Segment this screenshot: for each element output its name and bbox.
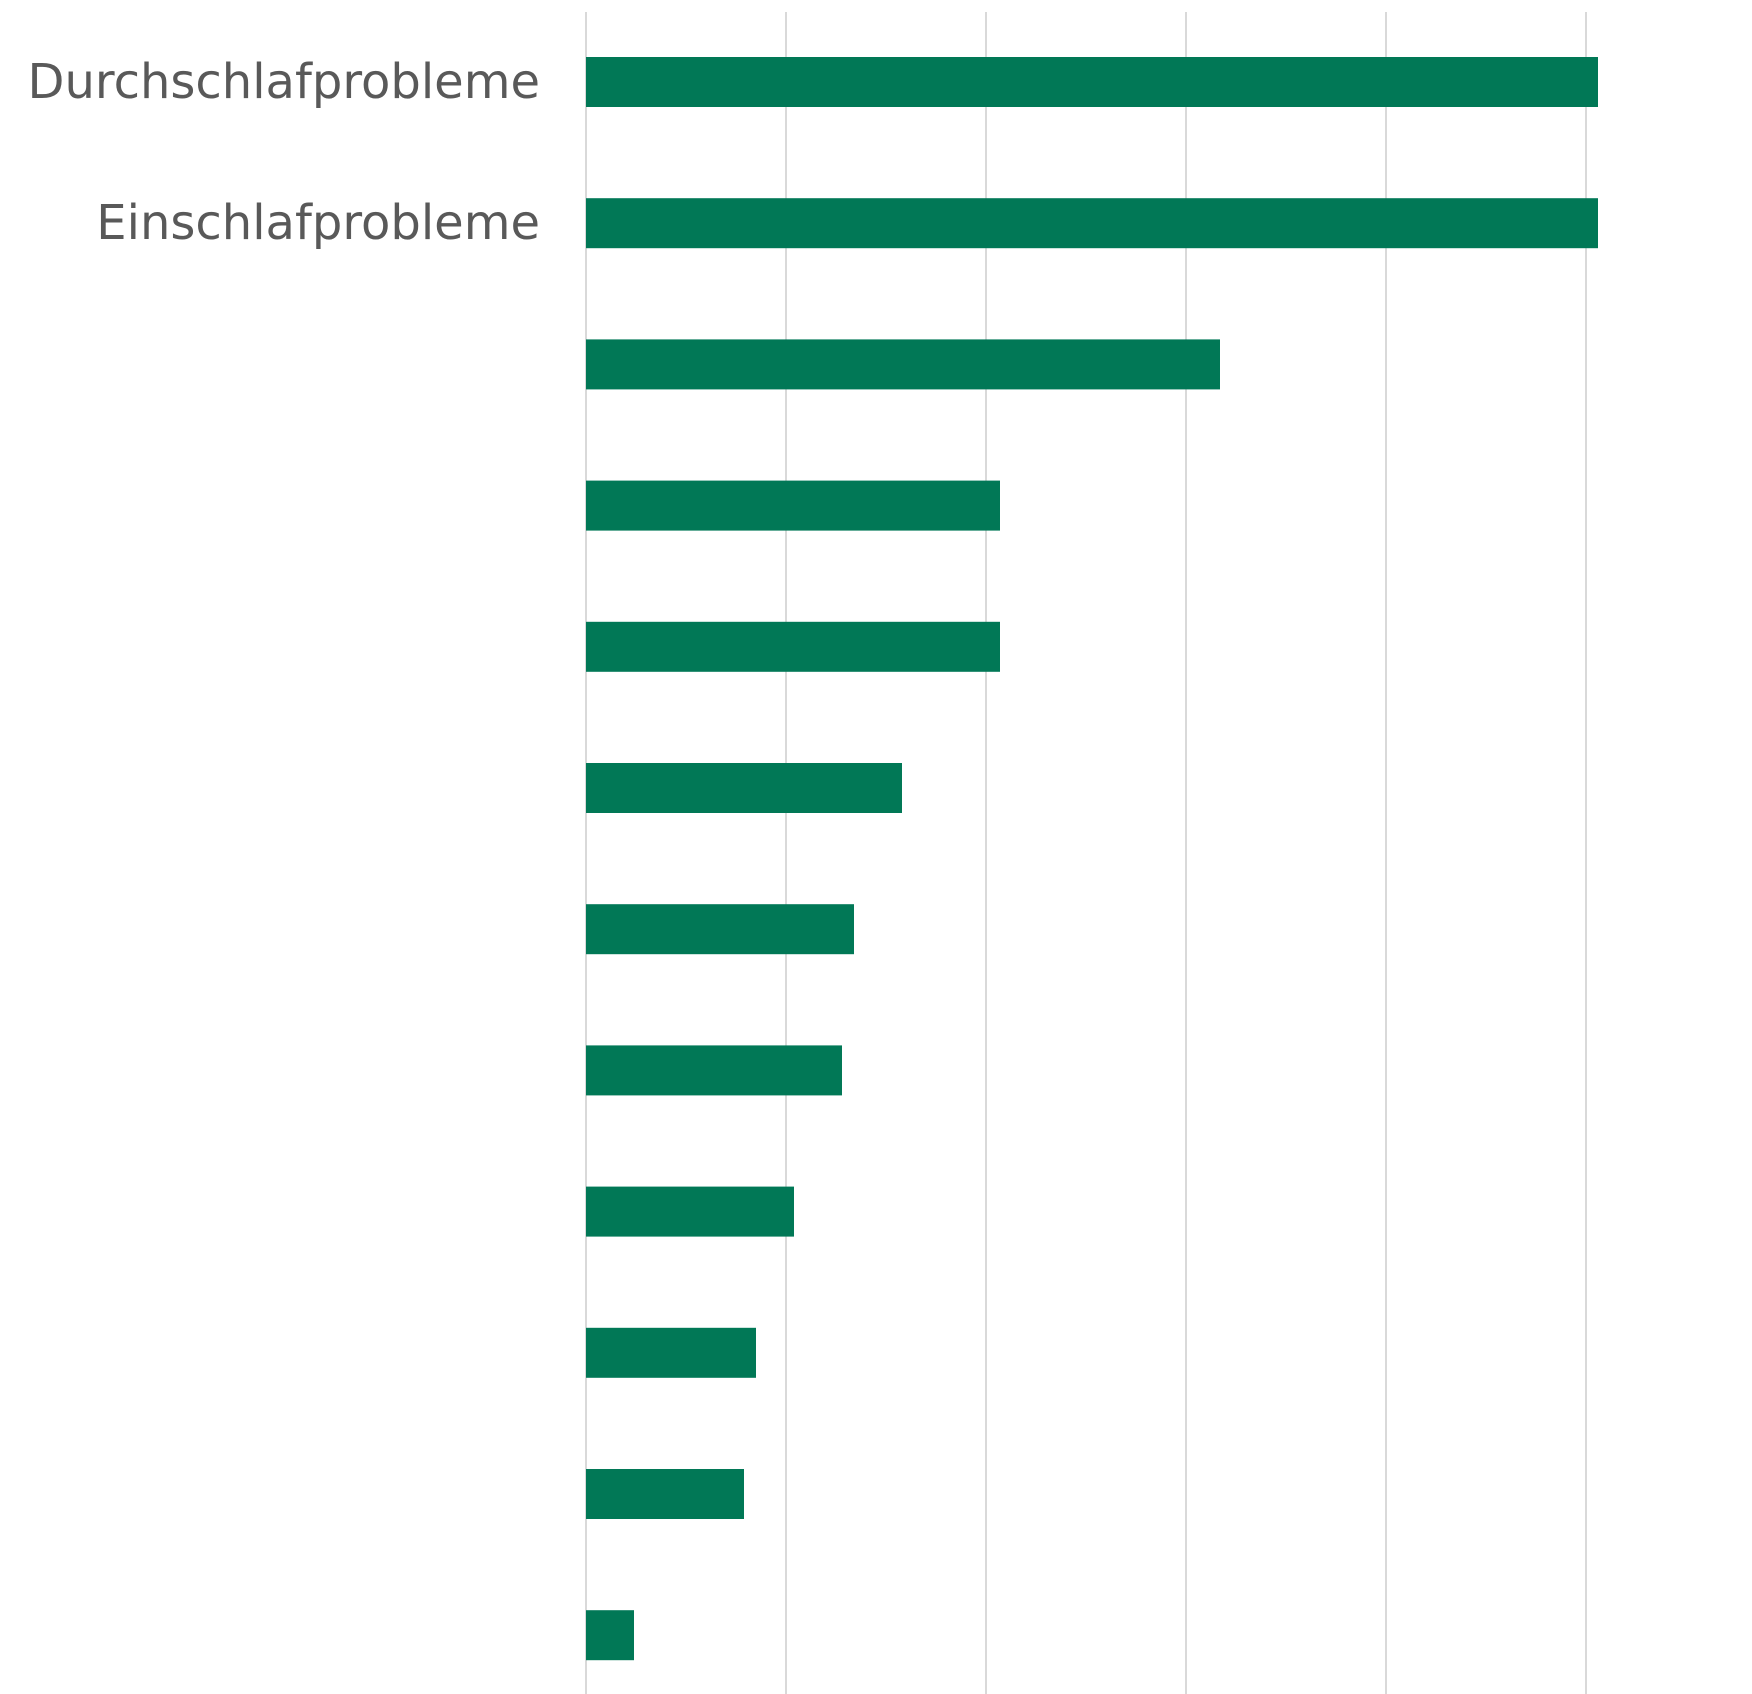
category-labels: Durchschlafprobleme Einschlafprobleme <box>28 54 540 251</box>
bar <box>586 1186 794 1237</box>
bar <box>586 1327 756 1378</box>
bar <box>586 1469 744 1519</box>
category-label: Einschlafprobleme <box>96 195 540 251</box>
bar <box>586 198 1598 249</box>
bar <box>586 57 1598 107</box>
bar <box>586 1610 634 1661</box>
bar <box>586 621 1000 672</box>
bars <box>586 57 1598 1661</box>
bar <box>586 763 902 813</box>
gridlines <box>585 12 1587 1694</box>
category-label: Durchschlafprobleme <box>28 54 540 110</box>
bar <box>586 339 1220 390</box>
bar <box>586 1045 842 1096</box>
bar <box>586 480 1000 531</box>
bar <box>586 904 854 955</box>
